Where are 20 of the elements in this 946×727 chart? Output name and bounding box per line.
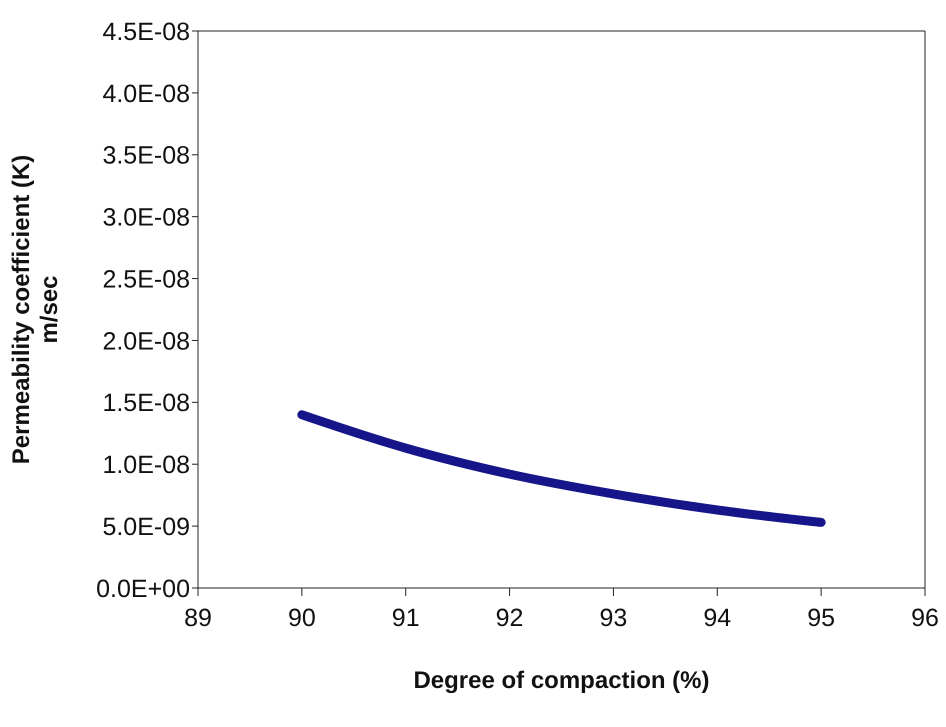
x-tick-label: 91	[392, 604, 420, 632]
y-tick-label: 1.5E-08	[102, 389, 190, 418]
y-tick-label: 2.5E-08	[102, 265, 190, 294]
y-tick-label: 0.0E+00	[96, 574, 190, 603]
y-tick-label: 4.0E-08	[102, 80, 190, 108]
x-tick-label: 93	[600, 604, 628, 632]
y-tick-label: 3.5E-08	[102, 142, 190, 170]
x-tick-label: 92	[496, 604, 524, 632]
y-tick-label: 4.5E-08	[102, 18, 190, 46]
x-tick-label: 96	[911, 604, 939, 632]
y-tick-label: 3.0E-08	[102, 204, 190, 232]
x-tick-label: 95	[807, 604, 836, 632]
x-axis-title: Degree of compaction (%)	[413, 667, 710, 694]
x-tick-label: 94	[703, 604, 732, 632]
y-tick-label: 5.0E-09	[102, 512, 190, 541]
x-tick-label: 89	[184, 604, 212, 632]
y-axis-title: Permeability coefficient (K) m/sec	[8, 154, 63, 464]
y-tick-label: 1.0E-08	[102, 451, 190, 480]
y-tick-label: 2.0E-08	[102, 327, 190, 356]
x-tick-label: 90	[288, 604, 316, 632]
